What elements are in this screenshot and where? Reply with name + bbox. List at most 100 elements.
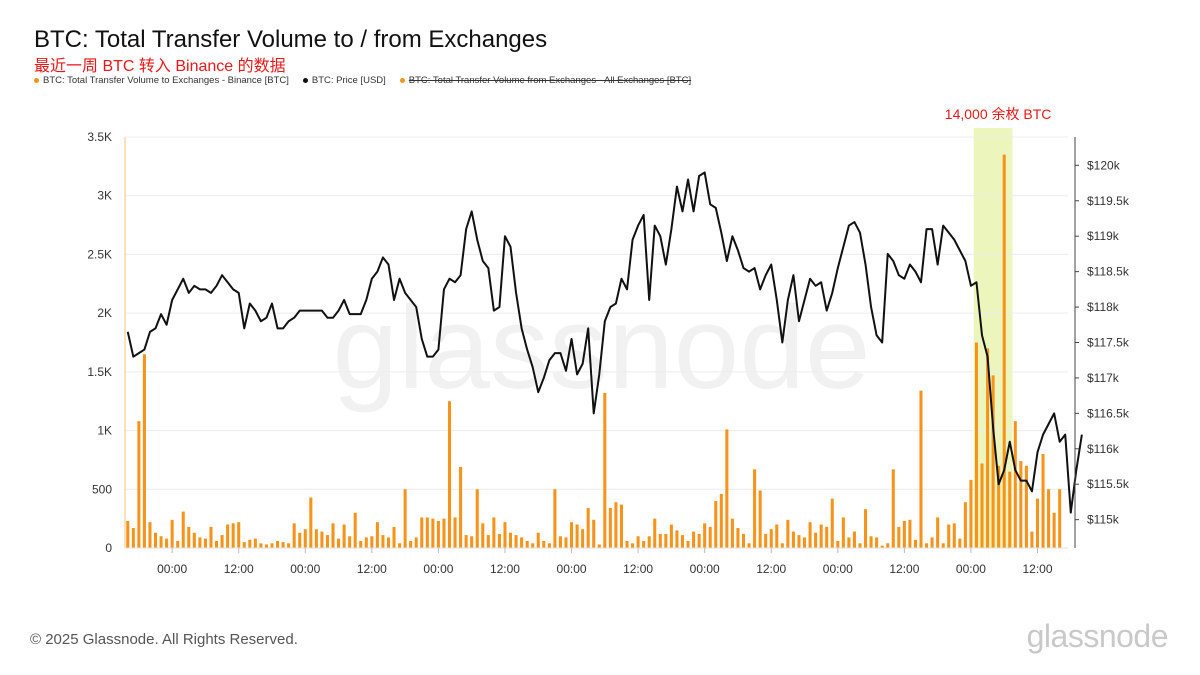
chart-title: BTC: Total Transfer Volume to / from Exc… — [34, 26, 548, 53]
volume-bar — [187, 526, 191, 548]
volume-bar — [176, 540, 180, 548]
left-axis-tick-label: 1K — [97, 424, 112, 438]
volume-bar — [758, 490, 762, 548]
volume-bar — [398, 543, 402, 548]
volume-bar — [808, 522, 812, 548]
x-axis-tick-label: 00:00 — [690, 562, 720, 576]
volume-bar — [381, 535, 385, 548]
legend-dot-icon — [34, 78, 39, 83]
volume-bar — [952, 523, 956, 548]
x-axis-tick-label: 12:00 — [1022, 562, 1052, 576]
volume-bar — [431, 518, 435, 548]
volume-bar — [320, 531, 324, 548]
volume-bar — [153, 532, 158, 548]
volume-bar — [869, 536, 873, 548]
volume-bar — [142, 354, 146, 548]
volume-bar — [1024, 465, 1028, 548]
volume-bar — [797, 535, 801, 548]
x-axis-tick-label: 12:00 — [756, 562, 786, 576]
volume-bar — [692, 531, 696, 548]
volume-bar — [198, 537, 202, 548]
volume-bar — [281, 542, 285, 548]
volume-bar — [1019, 461, 1023, 548]
volume-bar — [209, 526, 213, 548]
volume-bar — [719, 493, 723, 548]
volume-bar — [464, 535, 468, 548]
volume-bar — [642, 540, 646, 548]
volume-bar — [741, 533, 746, 548]
volume-bar — [237, 522, 241, 548]
volume-bar — [631, 543, 635, 548]
volume-bar — [459, 466, 463, 548]
volume-bar — [481, 523, 485, 548]
volume-bar — [841, 517, 845, 548]
left-axis-tick-label: 500 — [92, 482, 112, 496]
volume-bar — [1047, 489, 1051, 548]
volume-bar — [1041, 454, 1045, 548]
volume-bar — [287, 543, 291, 548]
legend-item-binance-inflow[interactable]: BTC: Total Transfer Volume to Exchanges … — [34, 75, 289, 86]
volume-bar — [974, 342, 978, 548]
right-axis-tick-label: $117.5k — [1087, 336, 1130, 350]
volume-bar — [276, 540, 280, 548]
x-axis-tick-label: 12:00 — [889, 562, 919, 576]
right-axis-tick-label: $116k — [1087, 442, 1120, 456]
volume-bar — [814, 532, 818, 548]
volume-bar — [592, 519, 596, 548]
volume-bar — [875, 537, 879, 548]
volume-bar — [226, 524, 230, 548]
volume-bar — [725, 429, 729, 548]
x-axis-tick-label: 12:00 — [490, 562, 520, 576]
volume-bar — [575, 524, 579, 548]
volume-bar — [409, 540, 413, 548]
volume-bar — [769, 529, 773, 548]
volume-bar — [497, 533, 501, 548]
legend-label: BTC: Total Transfer Volume to Exchanges … — [43, 75, 289, 86]
volume-bar — [447, 401, 452, 548]
volume-bar — [192, 532, 196, 548]
volume-bar — [714, 501, 718, 548]
volume-bar — [492, 517, 496, 548]
volume-bar — [215, 540, 219, 548]
legend: BTC: Total Transfer Volume to Exchanges … — [34, 75, 691, 86]
volume-bar — [392, 526, 396, 548]
legend-item-price[interactable]: BTC: Price [USD] — [302, 75, 386, 86]
left-axis-tick-label: 1.5K — [87, 365, 112, 379]
volume-bar — [963, 502, 967, 548]
bar-series — [126, 154, 1062, 548]
volume-bar — [925, 543, 929, 548]
volume-bar — [919, 390, 923, 548]
volume-bar — [309, 497, 313, 548]
volume-bar — [248, 539, 252, 548]
volume-bar — [348, 536, 352, 548]
volume-bar — [1008, 471, 1012, 548]
legend-item-all-exchanges-outflow[interactable]: BTC: Total Transfer Volume from Exchange… — [399, 75, 691, 86]
volume-bar — [453, 517, 457, 548]
volume-bar — [403, 489, 407, 548]
volume-bar — [658, 533, 662, 548]
x-axis-tick-label: 12:00 — [224, 562, 254, 576]
volume-bar — [298, 532, 302, 548]
x-axis-tick-label: 00:00 — [557, 562, 587, 576]
volume-bar — [553, 489, 557, 548]
volume-bar — [1035, 498, 1040, 548]
volume-bar — [137, 421, 141, 548]
volume-bar — [653, 518, 657, 548]
volume-bar — [936, 517, 940, 548]
volume-bar — [997, 465, 1001, 548]
annotation: 14,000 余枚 BTC — [945, 106, 1052, 122]
volume-bar — [531, 543, 535, 548]
volume-bar — [325, 535, 329, 548]
volume-bar — [514, 535, 518, 548]
volume-bar — [886, 543, 890, 548]
volume-bar — [958, 538, 962, 548]
volume-bar — [564, 537, 568, 548]
volume-bar — [980, 463, 984, 548]
volume-bar — [858, 543, 862, 548]
x-axis-tick-label: 12:00 — [357, 562, 387, 576]
volume-bar — [331, 523, 335, 548]
volume-bar — [991, 375, 995, 548]
x-axis-tick-label: 00:00 — [823, 562, 853, 576]
volume-bar — [941, 543, 945, 548]
